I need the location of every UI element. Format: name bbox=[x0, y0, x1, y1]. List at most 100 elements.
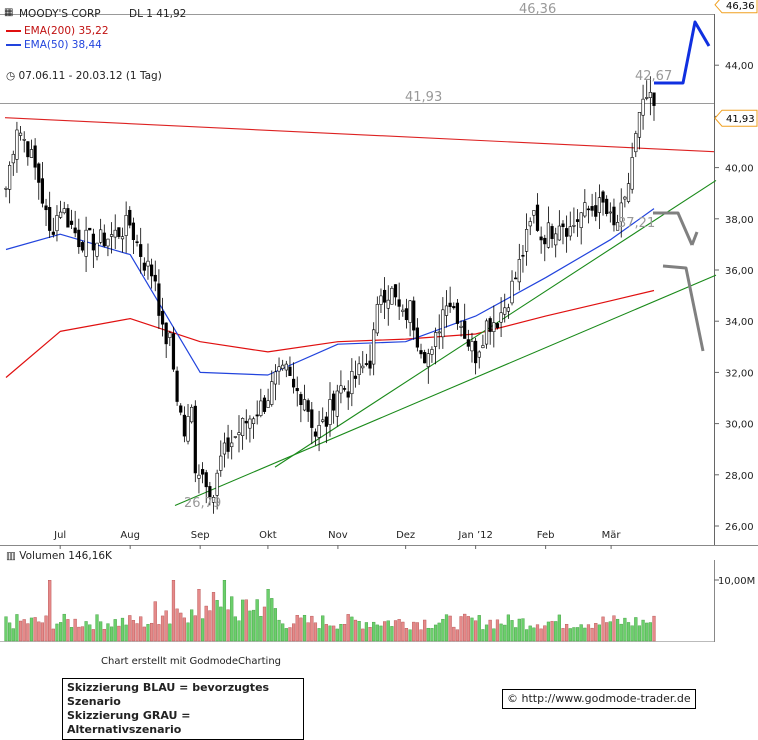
y-tick-label: 26,00 bbox=[725, 522, 754, 533]
candle-body bbox=[248, 418, 252, 429]
volume-bar bbox=[233, 616, 237, 642]
candle-body bbox=[15, 129, 19, 160]
candle-body bbox=[109, 234, 114, 237]
volume-bar bbox=[575, 627, 580, 642]
candle-body bbox=[120, 236, 125, 240]
candle-body bbox=[18, 132, 23, 136]
volume-bar bbox=[368, 627, 372, 642]
volume-bar bbox=[328, 625, 332, 642]
volume-bar bbox=[335, 628, 339, 642]
candle-body bbox=[288, 366, 292, 376]
volume-bar bbox=[386, 620, 390, 642]
volume-bar bbox=[295, 615, 299, 642]
candle-body bbox=[361, 365, 365, 369]
volume-bar bbox=[404, 628, 409, 642]
candle-body bbox=[645, 97, 649, 99]
volume-bar bbox=[492, 628, 496, 642]
candle-body bbox=[241, 418, 245, 437]
candle-body bbox=[266, 400, 270, 408]
volume-bar bbox=[619, 623, 623, 642]
volume-bar bbox=[197, 589, 201, 642]
volume-bar bbox=[423, 619, 427, 642]
candle-body bbox=[488, 318, 492, 332]
volume-bar bbox=[648, 622, 652, 642]
volume-bar bbox=[270, 598, 274, 642]
candle-body bbox=[503, 307, 507, 315]
scenario-legend: Skizzierung BLAU = bevorzugtes Szenario … bbox=[62, 678, 304, 740]
source-link[interactable]: © http://www.godmode-trader.de bbox=[502, 689, 696, 709]
candle-body bbox=[339, 385, 343, 394]
header-last-price: DL 1 41,92 bbox=[129, 8, 187, 20]
candle-body bbox=[142, 262, 146, 271]
candle-body bbox=[372, 329, 376, 365]
volume-bar bbox=[168, 623, 172, 642]
y-tick-label: 44,00 bbox=[725, 61, 754, 72]
candle-body bbox=[55, 215, 59, 232]
candle-body bbox=[91, 233, 95, 251]
candle-body bbox=[543, 237, 547, 245]
volume-bar bbox=[393, 620, 398, 642]
volume-bar bbox=[481, 629, 485, 642]
volume-bar bbox=[397, 619, 401, 642]
candle-body bbox=[113, 229, 117, 238]
candle-body bbox=[452, 306, 456, 309]
volume-bar bbox=[342, 624, 347, 642]
volume-bar bbox=[623, 617, 627, 642]
volume-bar bbox=[383, 621, 387, 642]
candle-body bbox=[495, 323, 500, 328]
candle-body bbox=[40, 178, 45, 204]
candle-body bbox=[281, 364, 285, 369]
ema200-label: EMA(200) 35,22 bbox=[24, 25, 109, 37]
volume-bar bbox=[182, 617, 186, 642]
candle-body bbox=[222, 442, 227, 455]
candle-body bbox=[492, 322, 496, 332]
volume-bar bbox=[171, 580, 176, 642]
volume-bar bbox=[332, 625, 336, 642]
volume-bar bbox=[291, 623, 296, 642]
candle-body bbox=[433, 332, 438, 347]
volume-bar bbox=[139, 616, 143, 642]
volume-bar bbox=[521, 618, 525, 642]
candle-body bbox=[419, 350, 423, 355]
candle-body bbox=[179, 405, 183, 413]
volume-bar bbox=[313, 622, 318, 642]
gray-scenario-path-a bbox=[653, 211, 694, 246]
volume-bar bbox=[652, 615, 656, 642]
volume-bar bbox=[532, 627, 536, 642]
label-support: 37,21 bbox=[618, 216, 655, 231]
volume-bar bbox=[11, 628, 15, 642]
menu-icon[interactable]: ▦ bbox=[4, 7, 14, 18]
candle-body bbox=[568, 226, 572, 237]
volume-bar bbox=[77, 626, 81, 642]
volume-bar bbox=[51, 628, 55, 642]
candle-body bbox=[26, 141, 30, 158]
candle-body bbox=[128, 209, 132, 226]
volume-bar bbox=[277, 619, 281, 642]
candle-body bbox=[139, 244, 143, 257]
volume-bar bbox=[557, 614, 561, 642]
ema50-label: EMA(50) 38,44 bbox=[24, 39, 102, 51]
volume-bar bbox=[69, 627, 74, 642]
volume-bar bbox=[346, 614, 350, 642]
candle-body bbox=[514, 277, 518, 280]
volume-bar bbox=[222, 580, 227, 642]
volume-bar bbox=[321, 615, 325, 642]
volume-bar bbox=[463, 613, 467, 642]
candle-body bbox=[226, 437, 230, 452]
candle-body bbox=[623, 196, 627, 200]
volume-bar bbox=[605, 622, 609, 642]
candle-body bbox=[164, 322, 168, 345]
blue-scenario-path bbox=[654, 20, 711, 85]
volume-bar bbox=[299, 617, 303, 642]
volume-bar bbox=[514, 627, 518, 642]
volume-bar bbox=[150, 622, 154, 642]
volume-bar bbox=[524, 629, 529, 642]
candle-body bbox=[37, 163, 41, 183]
volume-bar bbox=[412, 621, 416, 642]
volume-bar bbox=[645, 622, 649, 642]
volume-bar bbox=[128, 615, 132, 642]
volume-bar bbox=[459, 616, 463, 642]
candle-body bbox=[605, 198, 609, 215]
candle-body bbox=[11, 153, 15, 164]
y-tick-label: 28,00 bbox=[725, 471, 754, 482]
